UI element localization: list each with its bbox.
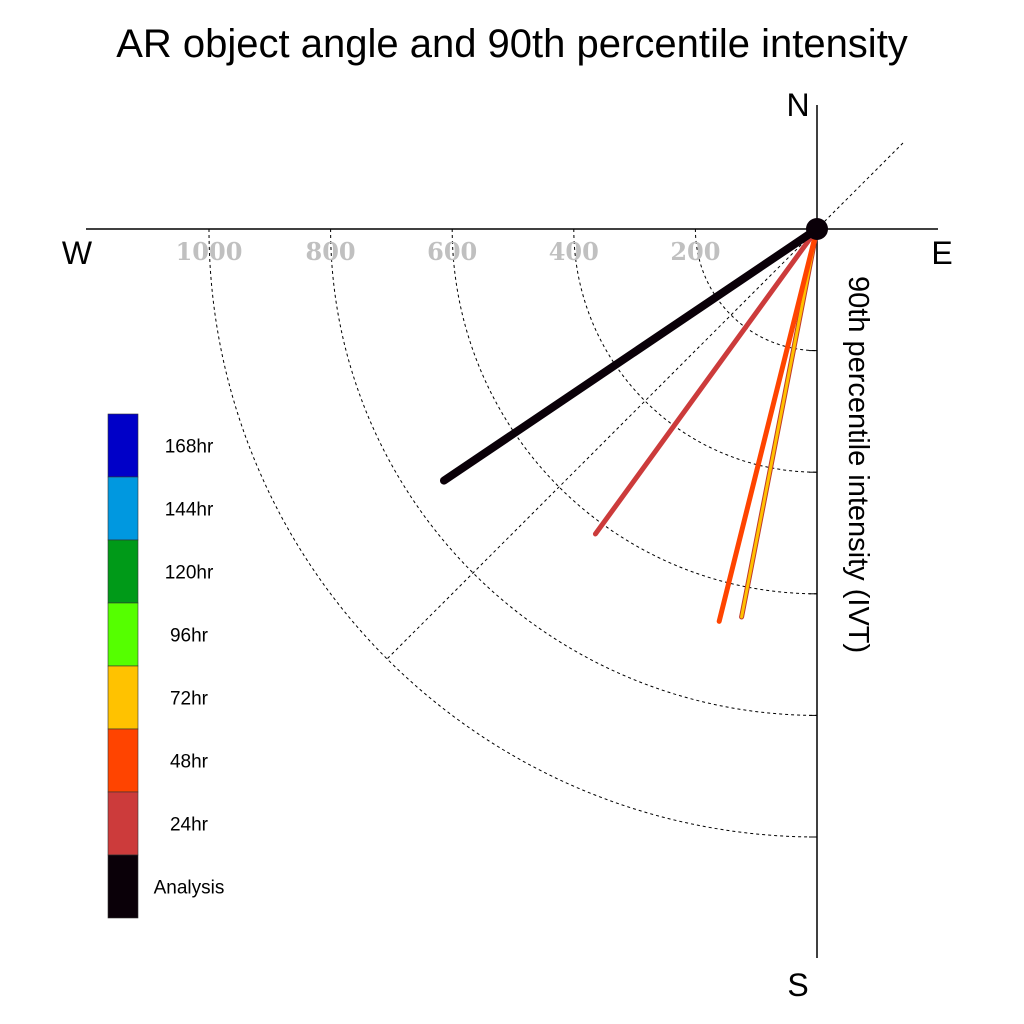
radial-tick-label-1000: 1000 xyxy=(176,237,243,266)
legend-swatch-96hr xyxy=(107,602,139,667)
series-line-analysis xyxy=(439,225,821,485)
legend: 168hr 144hr 120hr 96hr 72hr 48hr 24hr Analysis xyxy=(107,413,225,919)
legend-swatch-analysis xyxy=(107,854,139,919)
compass-axes xyxy=(86,105,938,958)
compass-east-label: E xyxy=(931,235,952,271)
legend-label-96hr: 96hr xyxy=(170,626,209,647)
legend-label-144hr: 144hr xyxy=(165,500,214,521)
grid-arc-800 xyxy=(330,228,818,716)
grid-arc-400 xyxy=(573,228,818,473)
legend-swatch-48hr xyxy=(107,728,139,793)
radial-tick-label-200: 200 xyxy=(670,237,720,266)
legend-swatch-120hr xyxy=(107,539,139,604)
legend-swatch-24hr xyxy=(107,791,139,856)
series-lines xyxy=(439,225,821,624)
diagonal-grid-line xyxy=(386,142,904,660)
legend-swatch-168hr xyxy=(107,413,139,478)
series-line-48hr xyxy=(716,226,820,624)
legend-label-24hr: 24hr xyxy=(170,815,209,836)
y-axis-label: 90th percentile intensity (IVT) xyxy=(842,276,874,653)
legend-label-120hr: 120hr xyxy=(165,563,214,584)
legend-label-analysis: Analysis xyxy=(154,878,225,899)
series-line-72hr xyxy=(740,227,819,619)
series-line-24hr xyxy=(592,226,820,537)
compass-north-label: N xyxy=(786,87,809,123)
legend-label-48hr: 48hr xyxy=(170,752,209,773)
legend-swatch-144hr xyxy=(107,476,139,541)
compass-south-label: S xyxy=(787,967,808,1003)
radial-tick-label-400: 400 xyxy=(549,237,599,266)
legend-swatch-72hr xyxy=(107,665,139,730)
grid-arc-1000 xyxy=(208,228,818,838)
legend-label-72hr: 72hr xyxy=(170,689,209,710)
grid-arc-600 xyxy=(451,228,818,595)
radial-tick-labels: 200 400 600 800 1000 xyxy=(176,237,721,266)
compass-west-label: W xyxy=(62,235,93,271)
radial-tick-label-600: 600 xyxy=(427,237,477,266)
chart-title: AR object angle and 90th percentile inte… xyxy=(116,22,908,66)
origin-marker xyxy=(806,218,828,240)
grid-arc-200 xyxy=(694,228,818,352)
radial-tick-label-800: 800 xyxy=(306,237,356,266)
legend-label-168hr: 168hr xyxy=(165,437,214,458)
